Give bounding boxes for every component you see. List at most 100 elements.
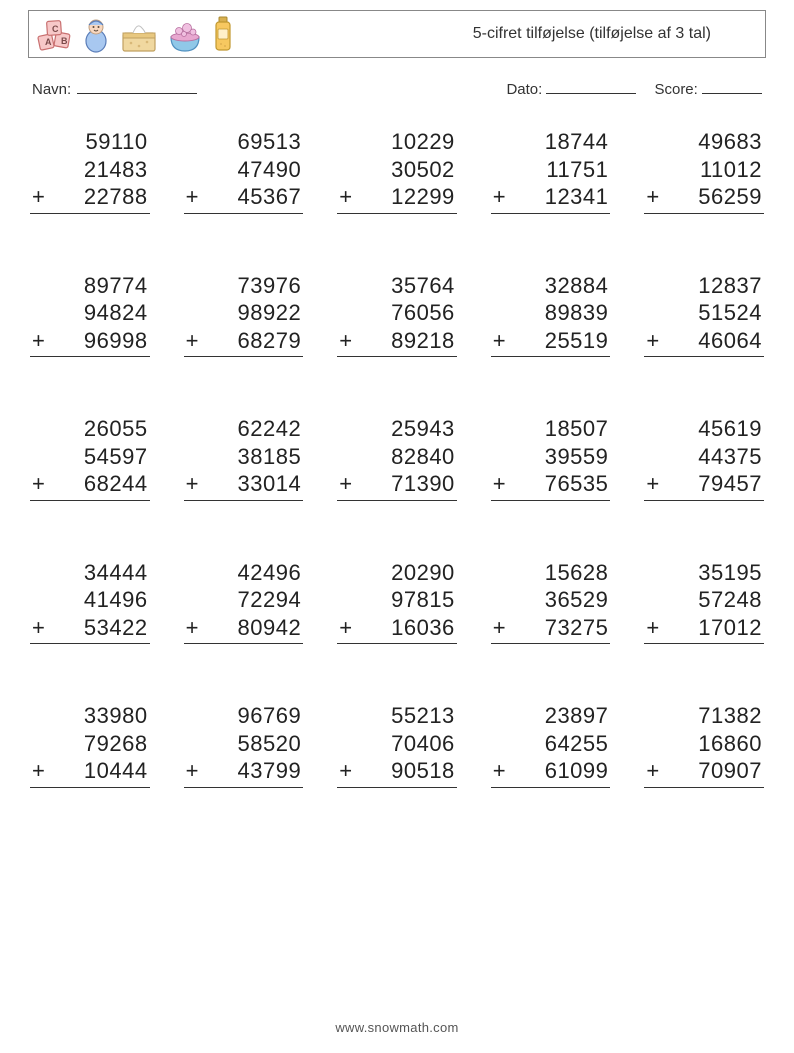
addend-2: 58520 bbox=[184, 730, 304, 758]
svg-text:C: C bbox=[52, 24, 59, 34]
addend-3-row: +43799 bbox=[184, 757, 304, 788]
addition-problem: 1022930502+12299 bbox=[337, 128, 457, 214]
addition-problem: 2029097815+16036 bbox=[337, 559, 457, 645]
addend-3-row: +71390 bbox=[337, 470, 457, 501]
plus-operator: + bbox=[493, 327, 506, 355]
addend-3-row: +12299 bbox=[337, 183, 457, 214]
addend-2: 76056 bbox=[337, 299, 457, 327]
addend-1: 26055 bbox=[30, 415, 150, 443]
plus-operator: + bbox=[186, 327, 199, 355]
plus-operator: + bbox=[646, 470, 659, 498]
addend-1: 49683 bbox=[644, 128, 764, 156]
addend-3-row: +45367 bbox=[184, 183, 304, 214]
addition-problem: 3288489839+25519 bbox=[491, 272, 611, 358]
plus-operator: + bbox=[32, 183, 45, 211]
addition-problem: 2594382840+71390 bbox=[337, 415, 457, 501]
addend-3: 68244 bbox=[84, 470, 148, 498]
addend-3: 68279 bbox=[238, 327, 302, 355]
plus-operator: + bbox=[32, 614, 45, 642]
addend-1: 59110 bbox=[30, 128, 150, 156]
addition-problem: 1850739559+76535 bbox=[491, 415, 611, 501]
addition-problem: 1283751524+46064 bbox=[644, 272, 764, 358]
addend-2: 11751 bbox=[491, 156, 611, 184]
addend-1: 71382 bbox=[644, 702, 764, 730]
score-blank[interactable] bbox=[702, 80, 762, 94]
addend-3: 17012 bbox=[698, 614, 762, 642]
addend-3: 76535 bbox=[545, 470, 609, 498]
blocks-icon: A B C bbox=[37, 19, 73, 53]
addend-3: 79457 bbox=[698, 470, 762, 498]
addend-3-row: +61099 bbox=[491, 757, 611, 788]
header: A B C bbox=[28, 10, 766, 58]
addition-problem: 3444441496+53422 bbox=[30, 559, 150, 645]
addend-3: 10444 bbox=[84, 757, 148, 785]
addend-3-row: +96998 bbox=[30, 327, 150, 358]
addend-2: 82840 bbox=[337, 443, 457, 471]
plus-operator: + bbox=[339, 327, 352, 355]
addend-1: 32884 bbox=[491, 272, 611, 300]
addend-2: 44375 bbox=[644, 443, 764, 471]
addition-problem: 4968311012+56259 bbox=[644, 128, 764, 214]
addend-3: 33014 bbox=[238, 470, 302, 498]
addend-3: 61099 bbox=[545, 757, 609, 785]
addition-problem: 3519557248+17012 bbox=[644, 559, 764, 645]
addend-2: 94824 bbox=[30, 299, 150, 327]
addend-3-row: +53422 bbox=[30, 614, 150, 645]
addend-3-row: +68244 bbox=[30, 470, 150, 501]
info-row: Navn: Dato: Score: bbox=[32, 80, 762, 98]
addend-3-row: +56259 bbox=[644, 183, 764, 214]
svg-text:B: B bbox=[61, 36, 68, 46]
addition-problem: 6951347490+45367 bbox=[184, 128, 304, 214]
name-blank[interactable] bbox=[77, 80, 197, 94]
plus-operator: + bbox=[646, 327, 659, 355]
addend-1: 12837 bbox=[644, 272, 764, 300]
addend-2: 16860 bbox=[644, 730, 764, 758]
addend-2: 51524 bbox=[644, 299, 764, 327]
addend-1: 73976 bbox=[184, 272, 304, 300]
addend-1: 23897 bbox=[491, 702, 611, 730]
wipes-icon bbox=[119, 21, 159, 53]
addend-3-row: +10444 bbox=[30, 757, 150, 788]
addend-1: 18507 bbox=[491, 415, 611, 443]
addition-problem: 1562836529+73275 bbox=[491, 559, 611, 645]
addend-3: 12299 bbox=[391, 183, 455, 211]
addend-3: 12341 bbox=[545, 183, 609, 211]
plus-operator: + bbox=[493, 183, 506, 211]
plus-operator: + bbox=[32, 757, 45, 785]
plus-operator: + bbox=[339, 614, 352, 642]
addend-2: 64255 bbox=[491, 730, 611, 758]
addend-1: 20290 bbox=[337, 559, 457, 587]
plus-operator: + bbox=[646, 614, 659, 642]
addend-2: 47490 bbox=[184, 156, 304, 184]
date-label: Dato: bbox=[506, 81, 542, 98]
plus-operator: + bbox=[339, 470, 352, 498]
addend-1: 10229 bbox=[337, 128, 457, 156]
addition-problem: 8977494824+96998 bbox=[30, 272, 150, 358]
addend-1: 69513 bbox=[184, 128, 304, 156]
addend-3: 96998 bbox=[84, 327, 148, 355]
footer-url: www.snowmath.com bbox=[0, 1020, 794, 1035]
addend-3-row: +73275 bbox=[491, 614, 611, 645]
score-label: Score: bbox=[654, 81, 697, 98]
plus-operator: + bbox=[646, 183, 659, 211]
addend-1: 96769 bbox=[184, 702, 304, 730]
addend-3: 53422 bbox=[84, 614, 148, 642]
addend-3: 73275 bbox=[545, 614, 609, 642]
addend-1: 45619 bbox=[644, 415, 764, 443]
addend-3-row: +22788 bbox=[30, 183, 150, 214]
date-blank[interactable] bbox=[546, 80, 636, 94]
plus-operator: + bbox=[493, 470, 506, 498]
addend-3: 46064 bbox=[698, 327, 762, 355]
addend-1: 35195 bbox=[644, 559, 764, 587]
addend-1: 25943 bbox=[337, 415, 457, 443]
plus-operator: + bbox=[339, 757, 352, 785]
addend-2: 21483 bbox=[30, 156, 150, 184]
addend-1: 33980 bbox=[30, 702, 150, 730]
addend-2: 97815 bbox=[337, 586, 457, 614]
addend-1: 35764 bbox=[337, 272, 457, 300]
addend-1: 18744 bbox=[491, 128, 611, 156]
baby-icon bbox=[81, 17, 111, 53]
addend-3: 25519 bbox=[545, 327, 609, 355]
addend-3-row: +76535 bbox=[491, 470, 611, 501]
addend-1: 42496 bbox=[184, 559, 304, 587]
